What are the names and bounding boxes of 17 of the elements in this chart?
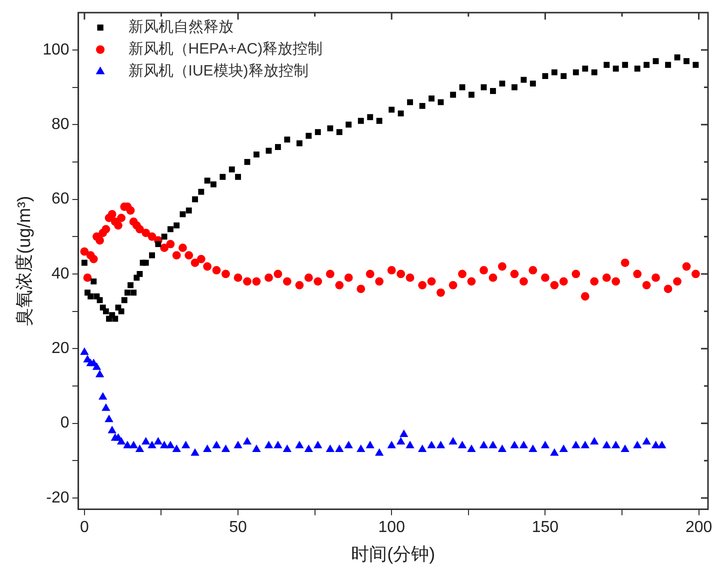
y-tick-label: 20 (52, 340, 70, 358)
x-tick-label: 150 (532, 519, 559, 536)
y-tick-label: 100 (42, 41, 70, 58)
y-tick-label: 60 (52, 190, 70, 208)
x-tick-label: 0 (80, 519, 89, 536)
y-axis-title: 臭氧浓度(ug/m³) (14, 196, 34, 326)
y-tick-label: -20 (46, 489, 70, 506)
y-tick-label: 0 (60, 414, 70, 432)
x-tick-label: 100 (378, 519, 406, 536)
legend-label: 新风机（HEPA+AC)释放控制 (128, 40, 323, 58)
x-axis-title: 时间(分钟) (351, 544, 436, 564)
legend-label: 新风机自然释放 (128, 18, 234, 36)
legend-label: 新风机（IUE模块)释放控制 (128, 62, 308, 80)
x-tick-label: 200 (685, 519, 712, 536)
y-tick-label: 40 (52, 265, 70, 282)
y-tick-label: 80 (52, 116, 70, 134)
x-tick-label: 50 (229, 519, 248, 536)
